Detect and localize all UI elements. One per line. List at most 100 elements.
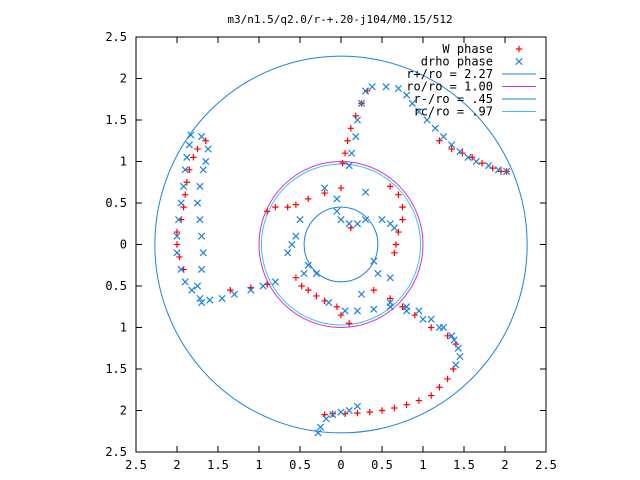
series-1-point-94	[193, 199, 202, 207]
series-1-point-34	[284, 249, 292, 257]
y-tick-label-7: 1	[120, 321, 127, 335]
points-layer	[173, 45, 523, 437]
series-1-point-87	[185, 141, 193, 149]
x-tick-label-6: 0.5	[371, 458, 393, 472]
series-1-point-74	[259, 282, 267, 290]
series-1-point-23	[333, 207, 341, 215]
series-1-point-96	[199, 166, 207, 174]
series-1-point-62	[329, 411, 337, 419]
series-0-point-29	[346, 320, 353, 327]
series-1-point-8	[394, 84, 403, 93]
x-tick-label-8: 1.5	[453, 458, 475, 472]
series-1-point-2	[352, 132, 360, 141]
axis-ticks: 2.5 2 1.5 1 0.5 0 0.5 1 1.5 2 2.52.521.510.500.511…	[105, 30, 557, 472]
series-1-point-65	[314, 429, 322, 437]
series-1-point-91	[199, 249, 207, 257]
series-0-point-61	[186, 166, 193, 173]
series-0-point-23	[298, 282, 305, 290]
series-0-point-8	[387, 183, 394, 190]
series-0-point-16	[272, 203, 279, 211]
series-1-point-14	[439, 132, 448, 141]
y-tick-label-10: 2.5	[105, 445, 127, 459]
series-1-point-0	[345, 162, 353, 170]
series-1-point-98	[204, 145, 212, 153]
y-tick-label-3: 1	[120, 155, 127, 169]
series-1-point-35	[304, 261, 312, 269]
series-1-point-75	[271, 278, 280, 286]
series-1-point-47	[419, 315, 427, 323]
series-1-point-76	[196, 294, 204, 303]
series-1-point-53	[386, 298, 394, 307]
y-tick-label-4: 0.5	[105, 196, 127, 210]
series-1-point-69	[197, 298, 206, 307]
series-1-point-9	[402, 91, 411, 99]
x-tick-label-4: 0.5	[289, 458, 311, 472]
series-0-point-1	[341, 150, 349, 157]
series-1-point-7	[382, 83, 390, 91]
series-0-point-64	[202, 137, 209, 144]
y-tick-label-1: 2	[120, 72, 127, 86]
x-tick-label-0: 2.5	[125, 458, 147, 472]
series-0-point-59	[182, 191, 189, 198]
series-1-point-59	[353, 402, 362, 410]
y-tick-label-6: 0.5	[105, 279, 127, 293]
series-1-point-93	[196, 215, 204, 224]
series-0-point-48	[366, 408, 373, 416]
series-0-point-28	[337, 311, 345, 319]
series-0-point-24	[305, 286, 312, 294]
series-1-point-79	[177, 265, 185, 274]
series-1-point-39	[374, 269, 382, 278]
series-0-point-3	[347, 125, 355, 132]
series-1-point-89	[193, 282, 202, 290]
series-1-point-83	[177, 199, 185, 207]
x-tick-label-5: 0	[337, 458, 344, 472]
circle-1	[258, 161, 424, 328]
series-0-point-12	[395, 228, 402, 236]
legend-label-1: drho phase	[421, 55, 493, 69]
series-0-point-55	[173, 241, 181, 248]
series-1-point-80	[173, 249, 181, 257]
series-0-point-37	[227, 286, 234, 294]
chart-title: m3/n1.5/q2.0/r-+.20-j104/M0.15/512	[227, 13, 452, 26]
y-tick-label-0: 2.5	[105, 30, 127, 44]
y-tick-label-5: 0	[120, 238, 127, 252]
series-0-point-65	[436, 137, 443, 144]
series-1-point-54	[402, 303, 411, 311]
series-1-point-56	[427, 315, 435, 323]
series-0-point-49	[354, 409, 361, 417]
y-tick-label-8: 1.5	[105, 362, 127, 376]
series-0-point-17	[284, 203, 291, 211]
x-tick-label-1: 2	[173, 458, 180, 472]
series-1-point-68	[361, 188, 370, 196]
x-tick-label-3: 1	[255, 458, 262, 472]
series-1-point-60	[345, 406, 353, 415]
series-1-point-90	[197, 265, 206, 274]
series-0-point-33	[411, 311, 418, 319]
series-1-point-49	[448, 332, 456, 340]
series-1-point-38	[370, 257, 378, 265]
circle-2	[303, 206, 379, 283]
series-1-point-44	[370, 305, 378, 313]
x-tick-label-10: 2.5	[535, 458, 557, 472]
circle-3	[260, 163, 422, 326]
series-1-point-99	[197, 132, 206, 141]
series-0-point-13	[392, 241, 400, 248]
series-1-point-67	[320, 184, 329, 192]
series-1-point-32	[292, 232, 300, 240]
legend-label-2: r+/ro = 2.27	[406, 67, 493, 81]
series-1-point-21	[503, 167, 511, 176]
series-1-point-64	[316, 423, 325, 431]
series-1-point-18	[472, 157, 480, 166]
series-1-point-33	[288, 240, 296, 249]
series-0-point-56	[173, 228, 181, 236]
series-1-point-15	[448, 141, 456, 149]
series-0-point-62	[190, 154, 197, 161]
series-1-point-13	[431, 124, 439, 132]
series-1-point-5	[361, 87, 370, 95]
legend-label-3: ro/ro = 1.00	[406, 80, 493, 94]
series-1-point-40	[386, 274, 394, 282]
series-1-point-92	[197, 232, 206, 240]
legend-label-0: W phase	[442, 42, 493, 56]
series-1-point-28	[378, 215, 386, 224]
